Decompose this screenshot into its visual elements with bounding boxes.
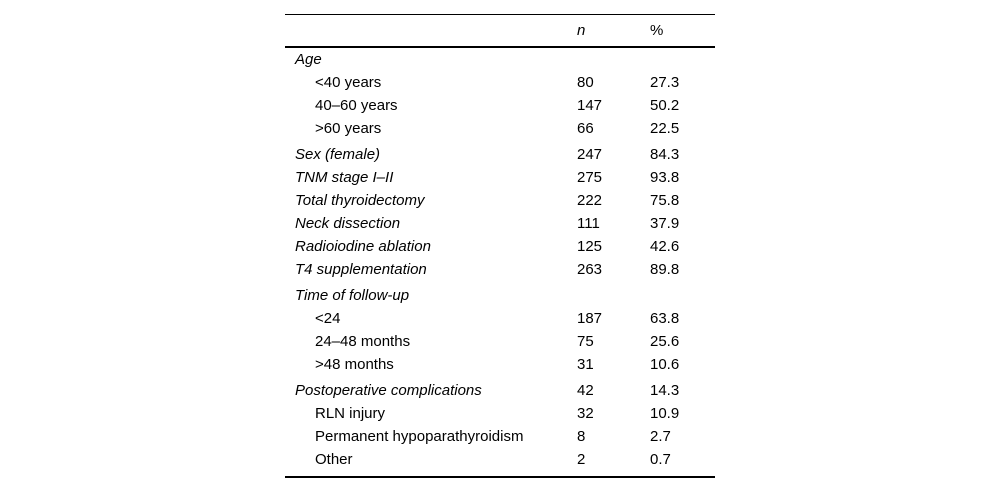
cell-n: 263 [577,261,603,278]
cell-n: 125 [577,238,603,255]
cell-n: 247 [577,146,603,163]
cell-percent: 14.3 [650,382,680,399]
cell-percent: 0.7 [650,451,671,468]
table-row: T4 supplementation 263 89.8 [285,258,715,281]
cell-n: 147 [577,97,603,114]
cell-label: >60 years [315,120,382,137]
table-row: TNM stage I–II 275 93.8 [285,166,715,189]
table-row: Permanent hypoparathyroidism 8 2.7 [285,425,715,448]
table-body: Age <40 years 80 27.3 40–60 years 147 50.2 >60 … [285,48,715,478]
cell-label: Neck dissection [295,215,401,232]
table-row: <24 187 63.8 [285,307,715,330]
cell-label: Radioiodine ablation [295,238,431,255]
cell-percent: 27.3 [650,74,680,91]
table-row: Time of follow-up [285,281,715,307]
cell-label: Permanent hypoparathyroidism [315,428,524,445]
cell-n: 187 [577,310,603,327]
cell-percent: 10.9 [650,405,680,422]
column-header-percent: % [650,22,664,39]
patient-characteristics-table: n % Age <40 years 80 27.3 40–60 years 147 50.2… [285,14,715,478]
cell-label: <40 years [315,74,382,91]
table-row: 24–48 months 75 25.6 [285,330,715,353]
table-row: Postoperative complications 42 14.3 [285,376,715,402]
table-row: >48 months 31 10.6 [285,353,715,376]
cell-label: <24 [315,310,341,327]
cell-percent: 89.8 [650,261,680,278]
cell-percent: 42.6 [650,238,680,255]
cell-percent: 63.8 [650,310,680,327]
cell-percent: 75.8 [650,192,680,209]
cell-percent: 93.8 [650,169,680,186]
cell-label: TNM stage I–II [295,169,394,186]
table-row: Radioiodine ablation 125 42.6 [285,235,715,258]
cell-label: Postoperative complications [295,382,482,399]
cell-percent: 25.6 [650,333,680,350]
table-row: Sex (female) 247 84.3 [285,140,715,166]
cell-label: Time of follow-up [295,287,410,304]
table-row: >60 years 66 22.5 [285,117,715,140]
cell-n: 80 [577,74,594,91]
cell-label: Age [295,51,322,68]
cell-percent: 22.5 [650,120,680,137]
table-header-row: n % [285,14,715,48]
cell-n: 42 [577,382,594,399]
cell-n: 111 [577,215,600,232]
cell-label: T4 supplementation [295,261,427,278]
cell-label: 40–60 years [315,97,398,114]
cell-n: 2 [577,451,586,468]
table-row: 40–60 years 147 50.2 [285,94,715,117]
cell-label: Total thyroidectomy [295,192,425,209]
table-row: Age [285,48,715,71]
cell-label: 24–48 months [315,333,411,350]
cell-n: 31 [577,356,594,373]
table-row: Neck dissection 111 37.9 [285,212,715,235]
cell-n: 75 [577,333,594,350]
cell-label: Other [315,451,353,468]
column-header-n: n [577,22,586,39]
cell-percent: 84.3 [650,146,680,163]
cell-n: 32 [577,405,594,422]
cell-label: >48 months [315,356,394,373]
table-row: Total thyroidectomy 222 75.8 [285,189,715,212]
cell-n: 66 [577,120,594,137]
table-row: <40 years 80 27.3 [285,71,715,94]
table-row: RLN injury 32 10.9 [285,402,715,425]
cell-n: 222 [577,192,603,209]
cell-percent: 2.7 [650,428,671,445]
cell-percent: 50.2 [650,97,680,114]
cell-n: 275 [577,169,603,186]
cell-n: 8 [577,428,586,445]
cell-label: RLN injury [315,405,386,422]
table-row: Other 2 0.7 [285,448,715,471]
cell-label: Sex (female) [295,146,381,163]
cell-percent: 10.6 [650,356,680,373]
cell-percent: 37.9 [650,215,680,232]
